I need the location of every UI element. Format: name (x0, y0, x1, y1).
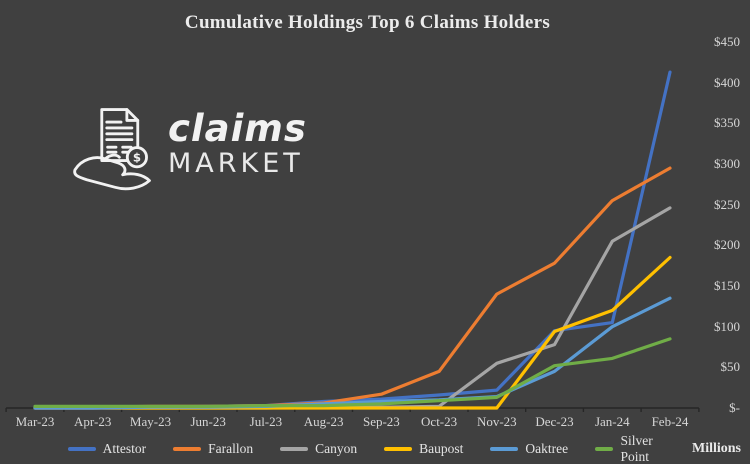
x-tick-label: Mar-23 (15, 414, 55, 429)
legend-label-oaktree: Oaktree (525, 441, 569, 456)
legend-item-oaktree: Oaktree (490, 441, 568, 457)
logo-text-market: MARKET (168, 148, 304, 179)
document-dollar-in-hand-icon: $ (73, 108, 151, 191)
y-tick-label: $350 (714, 115, 740, 131)
series-line-oaktree (33, 296, 672, 410)
axis-unit-label: Millions (691, 441, 741, 456)
legend-label-attestor: Attestor (102, 441, 147, 456)
y-axis-labels: $- $50 $100 $150 $200 $250 $300 $350 $400 $450 (690, 0, 750, 464)
legend-item-baupost: Baupost (384, 441, 463, 457)
y-tick-label: $450 (714, 34, 740, 49)
legend-label-canyon: Canyon (315, 441, 358, 456)
series-line-farallon (33, 166, 672, 409)
legend-item-farallon: Farallon (173, 441, 253, 457)
page-title: Cumulative Holdings Top 6 Claims Holders (184, 12, 551, 33)
y-tick-label: $- (729, 400, 740, 415)
legend-item-attestor: Attestor (67, 441, 147, 457)
y-tick-label: $300 (714, 156, 740, 171)
legend-swatch-oaktree (490, 447, 519, 451)
x-tick-label: Feb-24 (651, 414, 689, 429)
legend-swatch-canyon (280, 447, 309, 451)
y-tick-label: $100 (714, 318, 740, 334)
x-tick-label: Jun-23 (190, 414, 226, 429)
x-tick-label: Apr-23 (74, 414, 112, 429)
x-tick-label: Aug-23 (303, 414, 344, 429)
logo-text-claims: claims (168, 107, 307, 150)
y-tick-label: $150 (714, 278, 740, 293)
x-tick-label: Sep-23 (362, 414, 400, 429)
legend-label-baupost: Baupost (419, 441, 464, 456)
series-line-baupost (33, 255, 672, 410)
legend-label-silver-point: Silver Point (620, 433, 653, 464)
series-line-silver-point (33, 337, 672, 408)
legend-item-canyon: Canyon (280, 441, 357, 457)
legend-swatch-farallon (173, 447, 202, 451)
series-line-canyon (33, 206, 672, 410)
legend-swatch-attestor (67, 447, 96, 451)
logo-text: claims MARKET (168, 110, 307, 177)
x-tick-label: Dec-23 (535, 414, 574, 429)
x-axis-labels: Mar-23 Apr-23 May-23 Jun-23 Jul-23 Aug-23 Sep-… (0, 414, 750, 432)
legend-label-farallon: Farallon (208, 441, 254, 456)
chart-legend: Attestor Farallon Canyon Baupost Oaktree Silv… (67, 433, 653, 464)
legend-item-silver-point: Silver Point (595, 433, 662, 464)
x-tick-label: Jan-24 (594, 414, 630, 429)
y-tick-label: $50 (720, 359, 741, 375)
legend-swatch-silver-point (595, 447, 614, 451)
x-tick-label: Jul-23 (249, 414, 283, 429)
claims-market-logo: $ claims MARKET (70, 100, 307, 196)
x-tick-label: Oct-23 (421, 414, 458, 429)
svg-text:$: $ (133, 150, 141, 164)
x-tick-label: May-23 (129, 414, 172, 429)
y-tick-label: $200 (714, 237, 740, 253)
y-tick-label: $250 (714, 196, 740, 212)
legend-swatch-baupost (384, 447, 413, 451)
y-tick-label: $400 (714, 74, 740, 90)
x-tick-label: Nov-23 (476, 414, 517, 429)
